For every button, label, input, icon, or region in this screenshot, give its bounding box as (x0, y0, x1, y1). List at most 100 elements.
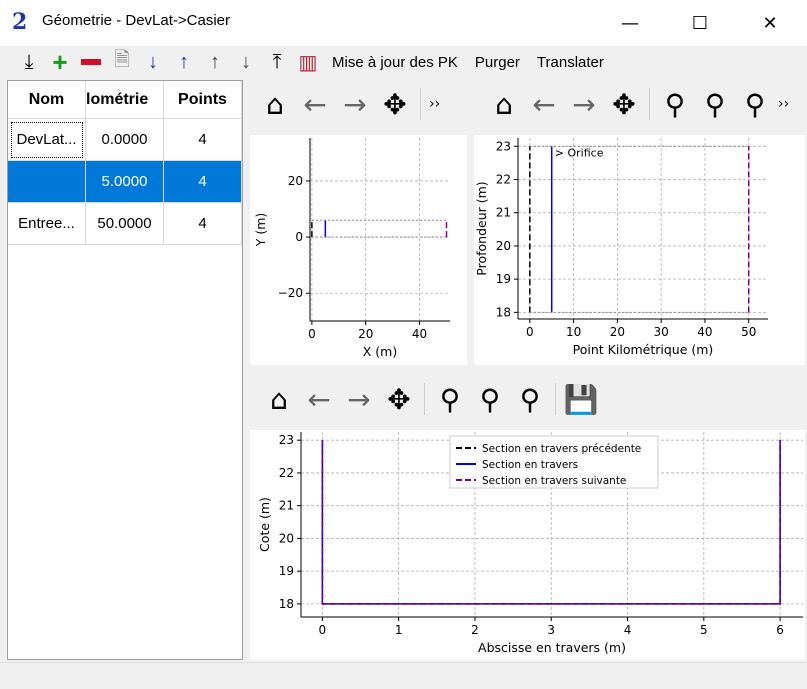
x-tick-label: 6 (776, 623, 784, 637)
table-header: Nom lométrie Points (8, 81, 242, 119)
minimize-button[interactable]: — (621, 12, 639, 34)
separator (555, 383, 556, 415)
y-tick-label: 19 (279, 564, 294, 578)
table-row[interactable]: Entree... 50.0000 4 (8, 203, 242, 245)
y-tick-label: 22 (279, 466, 294, 480)
sort-descending-icon[interactable]: ↓ (148, 50, 158, 73)
zoom-fit-icon[interactable]: ⚲ (519, 382, 541, 416)
y-tick-label: 23 (496, 139, 511, 153)
y-tick-label: 20 (288, 174, 303, 188)
sections-table: Nom lométrie Points DevLat... 0.0000 4 5… (7, 80, 243, 660)
y-tick-label: 21 (279, 499, 294, 513)
forward-icon[interactable]: → (572, 87, 596, 121)
main-toolbar: ⤓ + 🗎 ↓ ↑ ↑ ↓ ⤒ ▥ Mise à jour des PK Pur… (0, 46, 807, 78)
cell-pk[interactable]: 5.0000 (86, 161, 164, 203)
app-logo: 2 (12, 9, 28, 35)
x-tick-label: 1 (395, 623, 403, 637)
header-points[interactable]: Points (164, 81, 242, 119)
notes-icon[interactable]: 🗎 (113, 49, 131, 71)
zoom-icon[interactable]: ⚲ (664, 87, 686, 121)
cell-points[interactable]: 4 (164, 203, 242, 245)
y-tick-label: −20 (278, 286, 303, 300)
table-row[interactable]: 5.0000 4 (8, 161, 242, 203)
x-axis-label: Abscisse en travers (m) (478, 640, 626, 655)
y-tick-label: 23 (279, 433, 294, 447)
translate-button[interactable]: Translater (536, 53, 604, 71)
forward-icon[interactable]: → (347, 382, 371, 416)
cell-points[interactable]: 4 (164, 161, 242, 203)
more-button[interactable]: ›› (429, 96, 441, 112)
profile-chart[interactable]: 0 10 20 30 40 50 18 19 20 21 22 23 Point Kilométriqu… (474, 135, 805, 365)
zoom-reset-icon[interactable]: ⚲ (479, 382, 501, 416)
y-tick-label: 18 (496, 305, 511, 319)
profile-nav-toolbar: ⌂ ← → ✥ ⚲ ⚲ ⚲ ›› (487, 80, 807, 128)
sort-ascending-icon[interactable]: ↑ (179, 50, 189, 73)
legend (449, 435, 659, 489)
home-icon[interactable]: ⌂ (495, 87, 513, 121)
y-tick-label: 18 (279, 597, 294, 611)
pan-icon[interactable]: ✥ (387, 382, 411, 416)
y-tick-label: 20 (279, 531, 294, 545)
add-icon[interactable]: + (52, 46, 68, 77)
y-tick-label: 20 (496, 239, 511, 253)
y-axis-label: Y (m) (253, 213, 268, 248)
header-kilometrie[interactable]: lométrie (86, 81, 164, 119)
x-tick-label: 5 (700, 623, 708, 637)
cell-pk[interactable]: 0.0000 (86, 119, 164, 161)
x-tick-label: 3 (547, 623, 555, 637)
x-tick-label: 20 (610, 325, 625, 339)
plan-chart[interactable]: 0 20 40 −20 0 20 X (m) Y (m) (250, 135, 467, 365)
move-down-icon[interactable]: ↓ (241, 50, 251, 73)
zoom-icon[interactable]: ⚲ (439, 382, 461, 416)
home-icon[interactable]: ⌂ (270, 382, 288, 416)
window-title: Géometrie - DevLat->Casier (42, 12, 230, 29)
pan-icon[interactable]: ✥ (383, 87, 407, 121)
annotation-label: > Orifice (555, 146, 604, 159)
series-line (321, 440, 781, 605)
close-button[interactable]: ✕ (762, 12, 778, 34)
move-up-icon[interactable]: ↑ (210, 50, 220, 73)
cell-nom[interactable]: Entree... (8, 203, 86, 245)
y-tick-label: 19 (496, 272, 511, 286)
barcode-icon[interactable]: ▥ (298, 51, 318, 74)
section-nav-toolbar: ⌂ ← → ✥ ⚲ ⚲ ⚲ 💾 (262, 375, 807, 423)
separator (649, 88, 650, 120)
cell-nom[interactable]: DevLat... (8, 119, 86, 161)
title-bar: 2 Géometrie - DevLat->Casier — ☐ ✕ (0, 0, 807, 46)
x-tick-label: 0 (308, 327, 316, 341)
save-icon[interactable]: 💾 (563, 382, 599, 416)
home-icon[interactable]: ⌂ (266, 87, 284, 121)
back-icon[interactable]: ← (307, 382, 331, 416)
zoom-reset-icon[interactable]: ⚲ (704, 87, 726, 121)
more-button[interactable]: ›› (778, 96, 790, 112)
maximize-button[interactable]: ☐ (691, 12, 709, 34)
y-tick-label: 22 (496, 173, 511, 187)
remove-icon[interactable] (78, 49, 104, 75)
x-axis-label: X (m) (363, 344, 397, 359)
pan-icon[interactable]: ✥ (612, 87, 636, 121)
header-nom[interactable]: Nom (8, 81, 86, 119)
update-pk-button[interactable]: Mise à jour des PK (332, 53, 458, 71)
x-axis-label: Point Kilométrique (m) (573, 342, 714, 357)
table-row[interactable]: DevLat... 0.0000 4 (8, 119, 242, 161)
cell-nom[interactable] (8, 161, 86, 203)
import-icon[interactable]: ⤓ (24, 50, 34, 73)
zoom-fit-icon[interactable]: ⚲ (744, 87, 766, 121)
separator (420, 88, 421, 120)
x-tick-label: 50 (741, 325, 756, 339)
x-tick-label: 2 (471, 623, 479, 637)
x-tick-label: 0 (526, 325, 534, 339)
export-icon[interactable]: ⤒ (272, 50, 282, 73)
back-icon[interactable]: ← (303, 87, 327, 121)
x-tick-label: 4 (624, 623, 632, 637)
back-icon[interactable]: ← (532, 87, 556, 121)
y-axis-label: Profondeur (m) (474, 181, 489, 275)
legend-label: Section en travers suivante (482, 475, 626, 487)
cell-pk[interactable]: 50.0000 (86, 203, 164, 245)
forward-icon[interactable]: → (343, 87, 367, 121)
purge-button[interactable]: Purger (474, 53, 520, 71)
separator (424, 383, 425, 415)
cell-points[interactable]: 4 (164, 119, 242, 161)
x-tick-label: 30 (654, 325, 669, 339)
